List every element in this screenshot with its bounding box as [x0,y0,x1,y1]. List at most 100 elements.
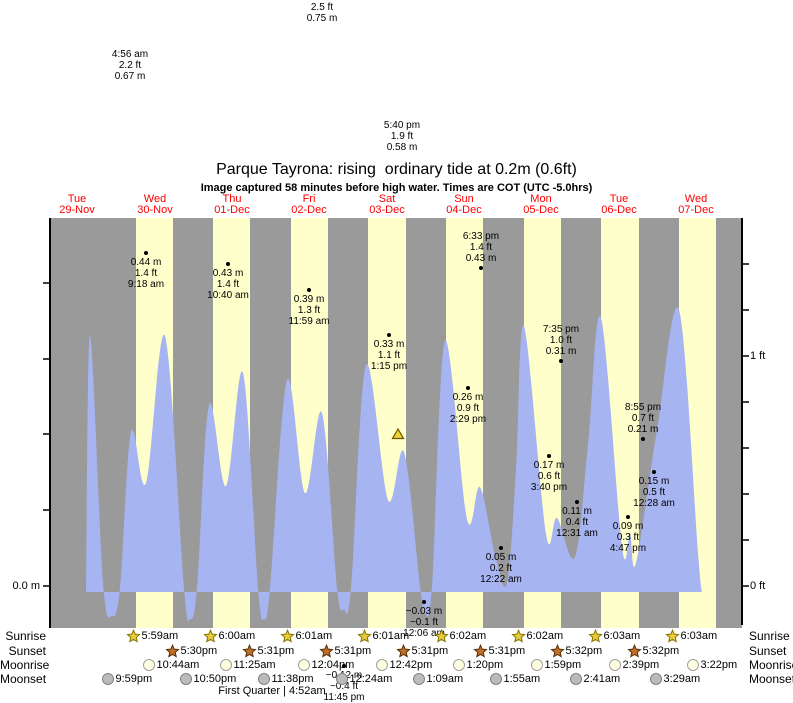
sunrise-time: 6:00am [218,630,256,642]
moonset-entry: 1:55am [489,671,540,687]
tide-label-line: 11:45 pm [323,692,365,703]
tide-event-label: 0.26 m 0.9 ft 2:29 pm [450,392,486,425]
tide-event-label: 0.09 m 0.3 ft 4:47 pm [610,521,646,554]
tide-label-line: 10:40 am [207,290,249,301]
sunset-entry: 5:31pm [318,643,371,659]
day-header: Wed 30-Nov [137,194,172,216]
day-name: Mon [530,193,552,205]
day-header: Mon 05-Dec [523,194,558,216]
sunset-entry: 5:30pm [164,643,217,659]
sunset-entry: 5:31pm [472,643,525,659]
moonrise-time: 10:44am [156,659,200,671]
day-date: 07-Dec [678,204,714,216]
moonrise-entry: 3:22pm [686,657,737,673]
tide-label-line: 0.75 m [306,13,338,24]
moonset-time: 2:41am [583,673,621,685]
moonset-entry: 10:50pm [179,671,237,687]
moonrise-time: 2:39pm [622,659,660,671]
chart-title: Parque Tayrona: rising ordinary tide at … [216,161,577,178]
tide-label-line: 0.6 ft [537,471,561,482]
tide-label-line: 7:35 pm [542,324,580,335]
moonset-entry: 2:41am [569,671,621,687]
day-name: Fri [302,193,316,205]
tide-label-line: 1.4 ft [134,268,158,279]
sunrise-time: 6:02am [526,630,564,642]
tide-label-line: 0.43 m [212,268,244,279]
current-tide-marker [391,427,405,440]
moonset-icon [412,673,425,685]
tide-event-dot [387,333,391,337]
sunset-star-icon [395,643,411,658]
tide-event-dot [559,359,563,363]
tide-event-dot [547,454,551,458]
moonrise-icon [608,659,621,671]
moonset-entry: 1:09am [412,671,463,687]
tide-label-line: 12:06 am [403,628,445,639]
moonset-icon [569,673,582,685]
row-label-moonrise-left: Moonrise [0,658,50,672]
row-label-sunset-right: Sunset [749,644,787,658]
tide-label-line: 1.1 ft [377,350,401,361]
tide-event-label: 4:56 am 2.2 ft 0.67 m [112,49,148,82]
day-header: Fri 02-Dec [291,194,326,216]
tide-label-line: 2.2 ft [118,60,142,71]
tide-event-dot [575,500,579,504]
day-header: Thu 01-Dec [214,194,249,216]
day-date: 30-Nov [137,204,173,216]
day-date: 29-Nov [59,204,95,216]
tide-event-dot [499,546,503,550]
sunrise-entry: 6:01am [356,628,410,644]
row-label-sunset-left: Sunset [8,644,46,658]
sunrise-time: 6:02am [449,630,487,642]
tide-event-dot [422,600,426,604]
tide-label-line: 0.2 ft [489,563,513,574]
moonset-icon [101,673,114,685]
sunset-entry: 5:32pm [626,643,680,659]
tide-label-line: 0.43 m [465,253,497,264]
tide-label-line: 0.09 m [612,521,644,532]
moonset-time: 11:38pm [271,673,314,685]
moonrise-entry: 1:20pm [452,657,503,673]
day-name: Tue [67,193,87,205]
moonset-icon [335,673,348,685]
tide-label-line: 0.67 m [114,71,146,82]
sunset-entry: 5:32pm [549,643,602,659]
moonrise-time: 11:25am [233,659,276,671]
tide-label-line: 0.05 m [485,552,517,563]
tide-label-line: 4:47 pm [609,543,647,554]
tide-label-line: 5:40 pm [383,120,421,131]
day-name: Sat [378,193,396,205]
moonrise-icon [686,659,699,671]
tide-label-line: 0.15 m [638,476,670,487]
tide-label-line: −0.03 m [405,606,443,617]
moonrise-time: 12:42pm [389,659,433,671]
sunset-star-icon [549,643,565,658]
sunset-time: 5:31pm [257,645,295,657]
row-label-sunrise-left: Sunrise [5,629,46,643]
sunset-star-icon [164,643,180,658]
day-date: 06-Dec [601,204,637,216]
right-axis-label: 0 ft [750,580,766,592]
sunrise-entry: 6:03am [664,628,717,644]
sunrise-time: 6:01am [372,630,410,642]
tide-event-dot [307,288,311,292]
sunset-star-icon [472,643,488,658]
sunset-time: 5:32pm [642,645,680,657]
day-date: 01-Dec [214,204,250,216]
tide-label-line: 3:40 pm [530,482,568,493]
moonset-icon [179,673,192,685]
moonrise-entry: 12:04pm [297,657,354,673]
moonset-time: 10:50pm [193,673,237,685]
moonrise-entry: 11:25am [219,657,276,673]
moonrise-icon [142,659,155,671]
tide-label-line: 12:22 am [480,574,522,585]
day-header: Tue 06-Dec [601,194,636,216]
moonrise-icon [219,659,232,671]
day-header: Tue 29-Nov [59,194,94,216]
tide-event-dot [144,251,148,255]
sunset-star-icon [241,643,257,658]
moonset-entry: 9:59pm [101,671,152,687]
day-name: Sun [454,193,474,205]
